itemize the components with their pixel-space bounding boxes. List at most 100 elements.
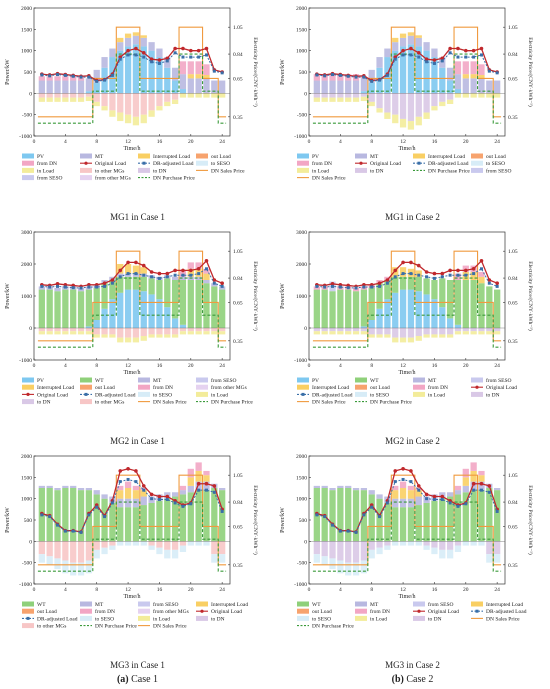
bar-mt: [470, 481, 477, 491]
legend-label: in Load: [428, 392, 445, 398]
bar-to-dn: [446, 93, 454, 100]
dr-adjusted-load-point: [315, 73, 319, 77]
bar-mt: [132, 35, 140, 45]
bar-from-dn: [70, 76, 77, 81]
bar-in-load: [54, 331, 61, 335]
bar-mt: [77, 488, 85, 491]
dr-adjusted-load-point: [370, 79, 374, 83]
bar-pv: [407, 44, 415, 94]
y-tick-label: 1500: [296, 27, 307, 33]
dr-adjusted-load-point: [417, 55, 421, 59]
bar-mt: [446, 492, 454, 497]
legend-item: DN Purchase Price: [80, 624, 137, 630]
bar-to-dn: [423, 541, 430, 546]
bar-wt: [392, 507, 399, 542]
legend-item: MT: [80, 153, 104, 160]
bar-in-load: [187, 331, 194, 335]
bar-to-dn: [329, 328, 336, 332]
legend-item: to SESO: [196, 160, 230, 167]
y-axis-label: Power/kW: [280, 59, 286, 85]
dn-sales-price-line: [37, 250, 227, 342]
legend-item: DN Purchase Price: [297, 624, 354, 630]
bar-in-load: [46, 331, 53, 335]
dr-adjusted-load-point: [378, 284, 382, 288]
bar-to-seso: [423, 545, 430, 550]
bar-from-dn: [187, 61, 194, 75]
x-tick-label: 16: [432, 587, 438, 593]
bar-to-seso: [38, 554, 45, 563]
legend-label: PV: [37, 378, 44, 384]
dr-adjusted-load-point: [142, 55, 146, 59]
legend-item: to DN: [196, 615, 225, 622]
bar-to-other-mgs: [38, 93, 45, 98]
bar-wt: [109, 280, 116, 300]
x-tick-label: 0: [33, 587, 36, 593]
bar-mt: [132, 273, 140, 277]
legend-label: DN Purchase Price: [370, 400, 412, 406]
legend-item: DN Sales Price: [196, 168, 245, 174]
dr-adjusted-load-point: [472, 488, 476, 492]
bar-to-seso: [140, 541, 147, 546]
bar-wt: [423, 278, 430, 295]
bar-wt: [77, 291, 85, 328]
bar-mt: [486, 80, 493, 94]
bar-to-seso: [148, 545, 155, 550]
bar-to-other-mgs: [124, 328, 132, 338]
dr-adjusted-load-point: [63, 529, 67, 533]
bar-interrupted-load: [392, 490, 399, 499]
bar-in-load: [179, 331, 187, 335]
legend-item: in Load: [196, 391, 228, 398]
dr-adjusted-load-point: [315, 513, 319, 517]
legend-item: WT: [355, 377, 379, 384]
original-load-point: [409, 46, 413, 51]
bar-in-load: [195, 331, 202, 335]
bar-to-other-mgs: [70, 541, 77, 563]
bar-in-load: [431, 334, 438, 338]
legend-item: to DN: [138, 167, 167, 174]
bar-to-dn: [337, 93, 344, 98]
bar-in-load: [494, 93, 501, 98]
bar-to-dn: [446, 541, 454, 550]
dr-adjusted-load-point: [204, 488, 208, 492]
bar-mt: [203, 481, 210, 491]
bar-wt: [392, 276, 399, 293]
bar-to-dn: [321, 328, 328, 332]
legend-label: in Load: [370, 616, 387, 622]
bar-wt: [352, 490, 360, 542]
bar-in-load: [164, 334, 171, 338]
bar-from-dn: [195, 61, 202, 75]
bar-to-other-mgs: [62, 93, 69, 98]
bar-to-other-mgs: [109, 328, 116, 335]
original-load-point: [416, 263, 421, 268]
dr-adjusted-load-point: [157, 498, 161, 502]
bar-in-load: [360, 331, 368, 335]
legend-item: MT: [355, 153, 379, 160]
legend-item: DN Purchase Price: [196, 400, 253, 406]
bar-in-load: [494, 331, 501, 335]
legend-label: out Load: [312, 609, 332, 615]
bar-from-dn: [454, 273, 462, 280]
x-tick-label: 4: [339, 363, 342, 369]
bar-to-seso: [219, 554, 226, 563]
dr-adjusted-load-point: [401, 272, 405, 276]
bar-in-load: [195, 93, 202, 98]
legend-item: in Load: [413, 391, 445, 398]
legend-label: in Load: [37, 168, 54, 174]
bar-interrupted-load: [187, 74, 194, 79]
dr-adjusted-load-point: [362, 75, 366, 79]
bar-mt: [360, 488, 368, 491]
bar-pv: [439, 67, 446, 94]
dr-adjusted-load-point: [48, 285, 52, 289]
bar-pv: [171, 318, 179, 328]
x-axis-label: Time/h: [123, 146, 140, 152]
original-load-point: [401, 48, 405, 53]
bar-in-load: [109, 334, 116, 338]
bar-to-dn: [407, 93, 415, 122]
bar-wt: [486, 488, 493, 542]
bar-to-dn: [313, 328, 320, 332]
case-label-b: (b) Case 2: [391, 674, 434, 685]
original-load-line: [41, 468, 223, 533]
bar-pv: [148, 50, 155, 94]
dr-adjusted-load-point: [323, 74, 327, 78]
x-tick-label: 20: [188, 139, 194, 145]
